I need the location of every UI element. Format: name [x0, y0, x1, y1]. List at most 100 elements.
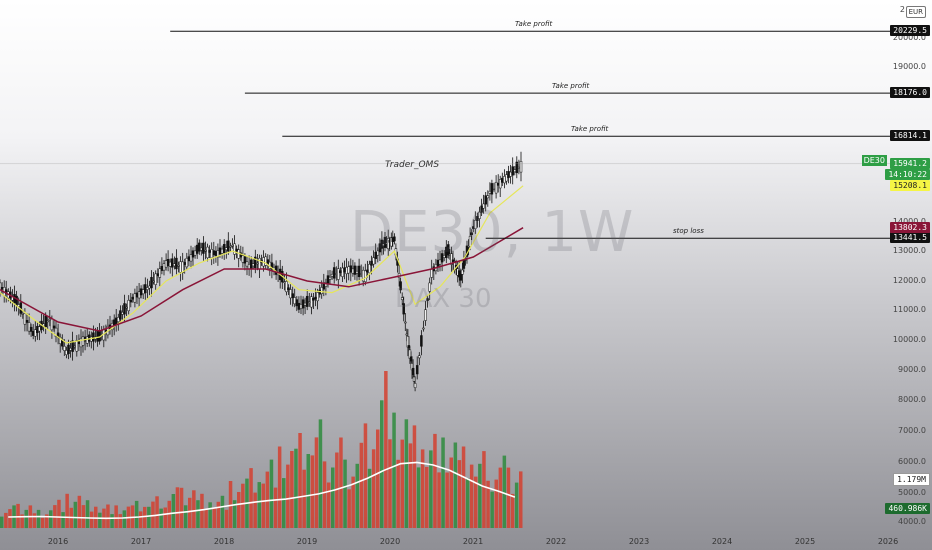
candle-body — [450, 253, 453, 265]
ma-fast-tag: 15208.1 — [890, 180, 930, 191]
volume-bar — [404, 419, 409, 528]
take-profit-3-label[interactable]: Take profit — [515, 20, 553, 28]
countdown-tag: 14:10:22 — [885, 169, 930, 180]
volume-bar — [171, 494, 176, 528]
candle-body — [513, 169, 517, 173]
volume-bar — [412, 425, 417, 528]
x-tick-label: 2023 — [628, 537, 650, 546]
candle-body — [359, 273, 363, 275]
take-profit-1-label[interactable]: Take profit — [571, 125, 609, 133]
volume-bar — [163, 507, 167, 528]
candle-body — [52, 325, 56, 329]
volume-bar — [322, 461, 327, 528]
volume-bar — [114, 505, 118, 528]
y-tick-label: 5000.0 — [898, 488, 926, 497]
volume-bar — [294, 448, 298, 528]
candle-body — [210, 249, 213, 259]
candle-body — [415, 365, 419, 375]
candle-body — [152, 280, 155, 283]
author-label: Trader_OMS — [385, 160, 440, 170]
candle-body — [445, 246, 448, 258]
candle-body — [235, 248, 238, 252]
currency-badge[interactable]: EUR — [905, 6, 926, 18]
x-tick-label: 2025 — [794, 537, 816, 546]
volume-bar — [85, 500, 90, 528]
candle-body — [426, 298, 429, 301]
x-tick-label: 2024 — [711, 537, 733, 546]
volume-bar — [232, 500, 237, 528]
x-tick-label: 2018 — [213, 537, 235, 546]
volume-bar — [502, 455, 507, 528]
volume-bar — [416, 467, 421, 528]
candle-body — [179, 261, 182, 273]
volume-bar — [331, 467, 335, 528]
candle-body — [404, 321, 407, 324]
candle-body — [496, 182, 500, 186]
candle-body — [137, 291, 141, 299]
volume-bar — [40, 517, 45, 528]
candle-body — [164, 260, 168, 268]
candle-body — [438, 259, 442, 265]
top-tick-label: 2 — [899, 5, 905, 14]
volume-bar — [367, 468, 372, 528]
candle-body — [31, 331, 35, 336]
volume-bar — [486, 480, 490, 528]
candle-body — [15, 295, 18, 305]
volume-bar — [277, 446, 282, 528]
y-tick-label: 10000.0 — [892, 335, 926, 344]
volume-bar — [326, 482, 331, 528]
ma-slow-tag: 13802.3 — [890, 222, 930, 233]
candle-body — [505, 174, 508, 182]
candle-body — [96, 330, 99, 342]
volume-bar — [400, 439, 404, 528]
candle-body — [293, 297, 296, 305]
candle-body — [206, 246, 209, 259]
candle-body — [146, 287, 149, 290]
candle-body — [92, 332, 95, 342]
volume-bar — [290, 451, 294, 528]
candle-body — [200, 247, 203, 251]
candle-body — [337, 268, 340, 280]
candle-body — [343, 267, 346, 273]
candle-body — [482, 203, 485, 209]
volume-bar — [469, 464, 474, 529]
y-tick-label: 11000.0 — [892, 305, 926, 314]
volume-ma-tag: 1.179M — [893, 473, 930, 486]
volume-bar — [192, 490, 196, 529]
candle-body — [402, 303, 405, 315]
volume-bar — [220, 495, 225, 528]
volume-bar — [155, 496, 159, 528]
volume-bar — [122, 510, 127, 528]
candle-body — [289, 289, 292, 299]
volume-bar — [392, 412, 396, 528]
volume-bar — [269, 459, 274, 528]
volume-bar — [81, 505, 86, 528]
candle-body — [285, 281, 288, 293]
volume-bar — [8, 509, 12, 528]
volume-bar — [388, 439, 392, 528]
volume-bar — [420, 449, 425, 528]
take-profit-2-price-tag: 18176.0 — [890, 87, 930, 98]
volume-bar — [273, 487, 278, 528]
candle-body — [189, 254, 193, 262]
volume-bar — [73, 501, 78, 528]
volume-bar — [32, 513, 37, 528]
candle-body — [364, 270, 367, 282]
candle-body — [517, 166, 521, 169]
volume-bar — [474, 476, 478, 528]
candle-body — [376, 250, 380, 256]
take-profit-2-label[interactable]: Take profit — [552, 82, 590, 90]
stop-loss-label[interactable]: stop loss — [673, 227, 704, 235]
candle-body — [36, 325, 39, 333]
volume-bar — [510, 493, 515, 528]
candle-body — [129, 299, 133, 303]
candle-body — [65, 350, 68, 355]
candle-body — [353, 265, 357, 275]
candle-body — [509, 171, 512, 177]
candle-body — [370, 260, 373, 266]
candle-body — [25, 320, 29, 323]
candle-body — [451, 259, 455, 263]
x-tick-label: 2026 — [877, 537, 899, 546]
